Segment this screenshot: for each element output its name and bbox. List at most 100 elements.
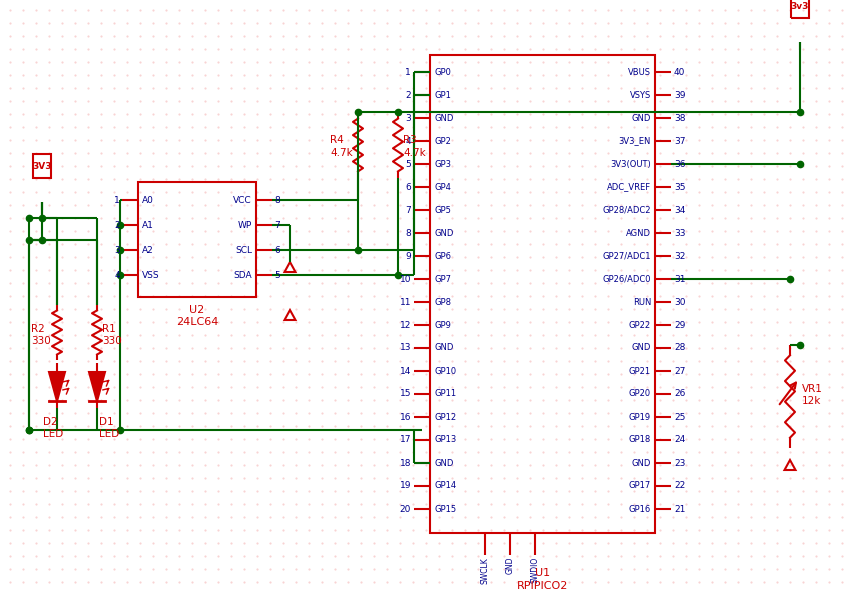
Text: 1: 1 [114, 196, 120, 205]
Text: GP11: GP11 [434, 390, 456, 399]
Text: 8: 8 [274, 196, 280, 205]
Text: 4: 4 [405, 136, 411, 146]
Text: 17: 17 [399, 436, 411, 444]
Text: 3V3(OUT): 3V3(OUT) [610, 159, 651, 168]
Text: GP16: GP16 [629, 505, 651, 513]
Text: SDA: SDA [233, 271, 252, 280]
Text: R4: R4 [330, 135, 343, 145]
Text: VSS: VSS [142, 271, 160, 280]
Text: 3v3: 3v3 [791, 2, 809, 11]
Text: GP13: GP13 [434, 436, 456, 444]
Text: 3: 3 [405, 114, 411, 123]
Text: GP0: GP0 [434, 67, 451, 77]
Text: 4.7k: 4.7k [330, 148, 353, 158]
Text: 7: 7 [405, 205, 411, 215]
Text: WP: WP [238, 221, 252, 230]
Text: 5: 5 [274, 271, 280, 280]
Text: GND: GND [632, 114, 651, 123]
Text: GND: GND [434, 114, 453, 123]
Text: 12: 12 [399, 321, 411, 330]
Text: 16: 16 [399, 412, 411, 421]
Text: GP10: GP10 [434, 367, 456, 375]
Text: 5: 5 [405, 159, 411, 168]
Text: GP5: GP5 [434, 205, 451, 215]
Text: GP28/ADC2: GP28/ADC2 [602, 205, 651, 215]
Text: 18: 18 [399, 459, 411, 468]
Text: SWCLK: SWCLK [481, 557, 490, 584]
Text: 27: 27 [674, 367, 685, 375]
Text: GP3: GP3 [434, 159, 451, 168]
Text: 39: 39 [674, 90, 685, 99]
Text: 26: 26 [674, 390, 685, 399]
Text: 7: 7 [274, 221, 280, 230]
Text: 2: 2 [114, 221, 120, 230]
Text: 12k: 12k [802, 396, 821, 406]
Text: SWDIO: SWDIO [530, 557, 540, 583]
Text: GP17: GP17 [629, 481, 651, 490]
Text: 37: 37 [674, 136, 685, 146]
Text: 330: 330 [31, 337, 51, 346]
Text: 24: 24 [674, 436, 685, 444]
Text: 32: 32 [674, 252, 685, 261]
Text: GP15: GP15 [434, 505, 456, 513]
Text: GP26/ADC0: GP26/ADC0 [602, 274, 651, 283]
Text: GP8: GP8 [434, 298, 451, 306]
Polygon shape [89, 372, 105, 401]
Text: 25: 25 [674, 412, 685, 421]
Text: 38: 38 [674, 114, 685, 123]
Text: 2: 2 [405, 90, 411, 99]
Text: LED: LED [99, 429, 119, 439]
Text: R2: R2 [31, 324, 45, 334]
Text: 35: 35 [674, 183, 685, 192]
Text: GP2: GP2 [434, 136, 451, 146]
Text: GND: GND [434, 228, 453, 237]
Polygon shape [49, 372, 65, 401]
Text: GP22: GP22 [629, 321, 651, 330]
Bar [33, 154, 51, 178]
Text: GP27/ADC1: GP27/ADC1 [602, 252, 651, 261]
Text: R3: R3 [403, 135, 417, 145]
Text: 10: 10 [399, 274, 411, 283]
Text: LED: LED [43, 429, 63, 439]
Text: 28: 28 [674, 343, 685, 352]
Text: A1: A1 [142, 221, 154, 230]
Text: VCC: VCC [233, 196, 252, 205]
Text: 21: 21 [674, 505, 685, 513]
Text: ADC_VREF: ADC_VREF [607, 183, 651, 192]
Text: A0: A0 [142, 196, 154, 205]
Text: 22: 22 [674, 481, 685, 490]
Text: A2: A2 [142, 246, 154, 255]
Text: GP6: GP6 [434, 252, 451, 261]
Text: 19: 19 [399, 481, 411, 490]
Text: 20: 20 [399, 505, 411, 513]
Text: 4.7k: 4.7k [403, 148, 426, 158]
Text: R1: R1 [102, 324, 116, 334]
Text: VSYS: VSYS [629, 90, 651, 99]
Text: GP18: GP18 [629, 436, 651, 444]
Text: 3: 3 [114, 246, 120, 255]
Bar [791, 0, 809, 18]
Text: 4: 4 [114, 271, 120, 280]
Bar [138, 182, 256, 297]
Text: GND: GND [632, 343, 651, 352]
Text: GP12: GP12 [434, 412, 456, 421]
Bar [430, 55, 655, 533]
Text: RUN: RUN [633, 298, 651, 306]
Text: D2: D2 [43, 417, 58, 427]
Text: GND: GND [632, 459, 651, 468]
Text: GP1: GP1 [434, 90, 451, 99]
Text: 40: 40 [674, 67, 685, 77]
Text: 11: 11 [399, 298, 411, 306]
Text: 14: 14 [399, 367, 411, 375]
Text: RPIPICO2: RPIPICO2 [517, 581, 569, 591]
Text: 6: 6 [405, 183, 411, 192]
Text: GP21: GP21 [629, 367, 651, 375]
Text: GP20: GP20 [629, 390, 651, 399]
Text: 3V3_EN: 3V3_EN [618, 136, 651, 146]
Text: GP7: GP7 [434, 274, 451, 283]
Text: 29: 29 [674, 321, 685, 330]
Text: 330: 330 [102, 337, 122, 346]
Text: 15: 15 [399, 390, 411, 399]
Text: 24LC64: 24LC64 [176, 317, 218, 327]
Text: GP9: GP9 [434, 321, 451, 330]
